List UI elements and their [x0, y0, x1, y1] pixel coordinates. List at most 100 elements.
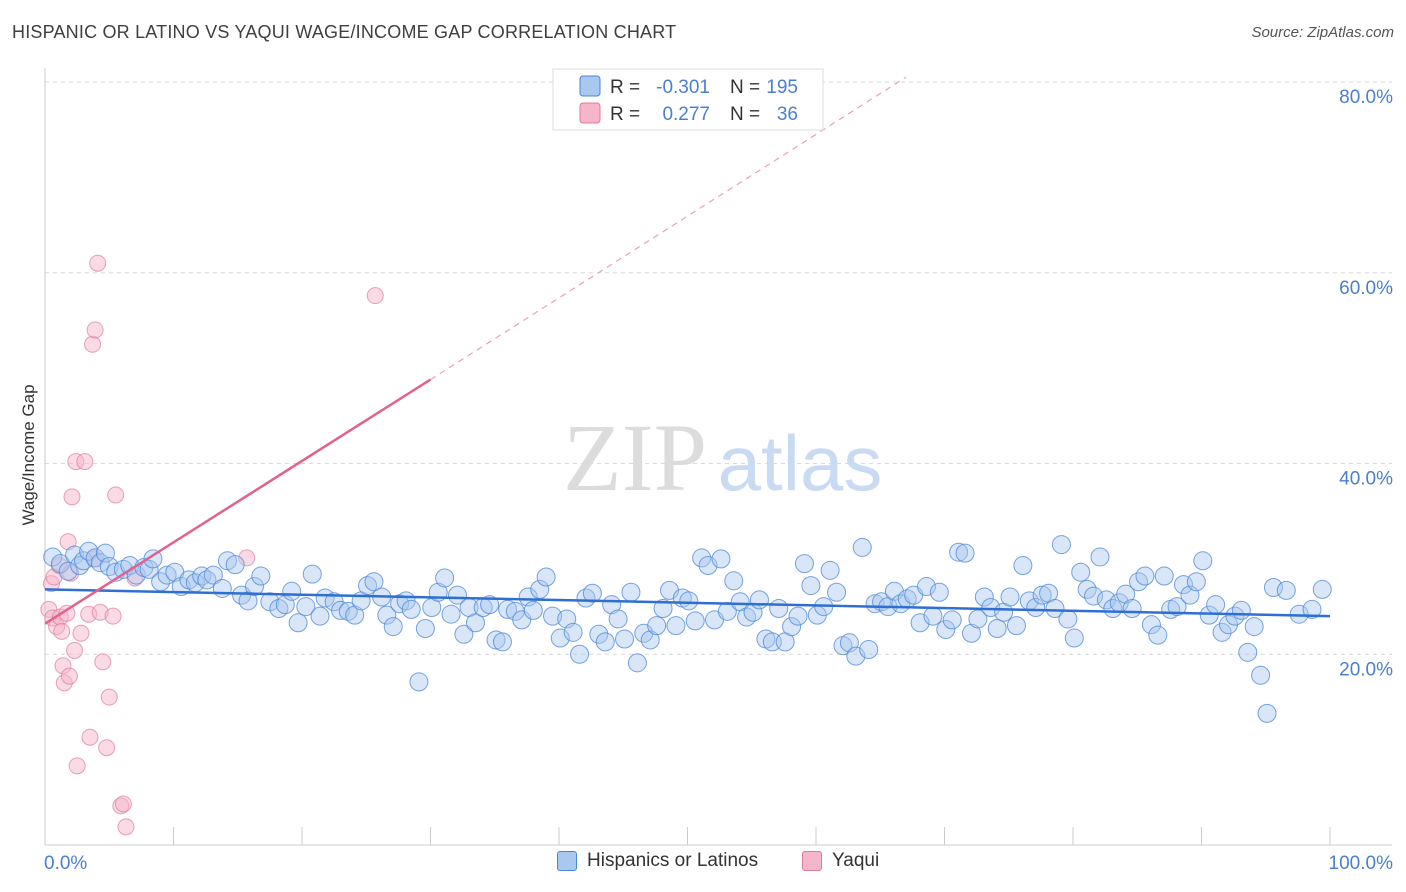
- hispanic-point-89: [621, 582, 641, 602]
- hispanic-point-139: [942, 610, 962, 630]
- y-axis-label: Wage/Income Gap: [19, 384, 38, 525]
- hispanic-point-142: [961, 623, 981, 643]
- hispanic-point-105: [724, 571, 744, 591]
- yaqui-point-21: [81, 728, 99, 746]
- hispanic-point-87: [608, 609, 628, 629]
- hispanic-point-60: [435, 568, 455, 588]
- hispanic-point-69: [492, 632, 512, 652]
- hispanic-point-141: [955, 543, 975, 563]
- hispanic-point-150: [1013, 556, 1033, 576]
- hispanic-point-26: [203, 565, 223, 585]
- yaqui-point-12: [60, 667, 78, 685]
- legend-swatch-pink: [579, 102, 601, 124]
- hispanic-point-121: [827, 582, 847, 602]
- yaqui-point-10: [58, 604, 76, 622]
- hispanic-point-177: [1186, 572, 1206, 592]
- hispanic-point-46: [345, 605, 365, 625]
- yaqui-point-30: [104, 607, 122, 625]
- yaqui-point-34: [117, 818, 135, 836]
- legend-n-label-pink: N =: [730, 104, 760, 125]
- watermark: ZIP atlas: [563, 404, 882, 511]
- hispanic-point-148: [1000, 587, 1020, 607]
- legend-swatch-blue: [579, 75, 601, 97]
- hispanic-point-169: [1135, 566, 1155, 586]
- legend-swatch-hispanic: [557, 851, 577, 871]
- hispanic-point-68: [486, 630, 506, 650]
- legend-swatch-yaqui: [802, 851, 822, 871]
- trend-lines: [44, 76, 1331, 625]
- hispanic-point-44: [331, 600, 351, 620]
- hispanic-point-109: [749, 590, 769, 610]
- hispanic-point-120: [820, 560, 840, 580]
- hispanic-point-178: [1193, 551, 1213, 571]
- hispanic-point-81: [570, 644, 590, 664]
- hispanic-point-77: [543, 606, 563, 626]
- hispanic-point-158: [1064, 628, 1084, 648]
- hispanic-point-70: [498, 599, 518, 619]
- hispanic-point-192: [1302, 599, 1322, 619]
- x-tick-label-1: 100.0%: [1329, 853, 1394, 874]
- hispanic-point-112: [769, 598, 789, 618]
- hispanic-point-31: [238, 591, 258, 611]
- hispanic-point-167: [1122, 598, 1142, 618]
- hispanic-point-115: [788, 606, 808, 626]
- yaqui-point-28: [98, 739, 116, 757]
- hispanic-point-114: [782, 617, 802, 637]
- hispanic-point-100: [692, 548, 712, 568]
- hispanic-point-166: [1116, 584, 1136, 604]
- y-tick-labels: 20.0% 40.0% 60.0% 80.0%: [1339, 87, 1393, 680]
- y-tick-label-3: 80.0%: [1339, 87, 1393, 108]
- hispanic-point-90: [627, 653, 647, 673]
- hispanic-point-55: [401, 599, 421, 619]
- hispanic-point-62: [447, 585, 467, 605]
- hispanic-point-57: [415, 618, 435, 638]
- hispanic-point-75: [530, 579, 550, 599]
- hispanic-point-3: [65, 545, 85, 565]
- x-tick-labels: 0.0% 100.0%: [44, 853, 1393, 874]
- yaqui-point-36: [238, 549, 256, 567]
- yaqui-point-18: [72, 624, 90, 642]
- hispanic-point-17: [143, 549, 163, 569]
- hispanic-point-51: [377, 605, 397, 625]
- hispanic-point-40: [302, 564, 322, 584]
- hispanic-point-161: [1084, 586, 1104, 606]
- hispanic-point-152: [1026, 598, 1046, 618]
- hispanic-point-84: [589, 624, 609, 644]
- hispanic-point-67: [480, 595, 500, 615]
- hispanic-point-146: [987, 618, 1007, 638]
- hispanic-point-126: [859, 639, 879, 659]
- hispanic-point-99: [685, 611, 705, 631]
- yaqui-point-24: [86, 321, 104, 339]
- hispanic-point-145: [981, 598, 1001, 618]
- yaqui-point-37: [366, 287, 384, 305]
- hispanic-point-93: [647, 616, 667, 636]
- hispanic-point-56: [409, 672, 429, 692]
- legend-item-yaqui: Yaqui: [802, 850, 879, 872]
- hispanic-point-29: [225, 555, 245, 575]
- hispanic-point-189: [1263, 577, 1283, 597]
- hispanic-point-2: [58, 561, 78, 581]
- hispanic-point-180: [1206, 595, 1226, 615]
- hispanic-point-92: [640, 630, 660, 650]
- hispanic-point-153: [1032, 585, 1052, 605]
- hispanic-point-88: [615, 629, 635, 649]
- hispanic-point-181: [1212, 622, 1232, 642]
- legend-n-value-blue: 195: [766, 77, 798, 98]
- hispanic-point-140: [949, 542, 969, 562]
- hispanic-point-103: [711, 549, 731, 569]
- hispanic-point-117: [801, 576, 821, 596]
- y-tick-label-2: 60.0%: [1339, 278, 1393, 299]
- yaqui-point-25: [89, 254, 107, 272]
- hispanic-point-32: [244, 577, 264, 597]
- yaqui-trend-line: [44, 378, 432, 625]
- hispanic-point-52: [383, 617, 403, 637]
- hispanic-point-188: [1257, 703, 1277, 723]
- hispanic-point-1: [50, 554, 70, 574]
- chart-title: HISPANIC OR LATINO VS YAQUI WAGE/INCOME …: [12, 22, 677, 42]
- legend-n-label-blue: N =: [730, 77, 760, 98]
- hispanic-point-98: [679, 591, 699, 611]
- y-tick-label-1: 40.0%: [1339, 469, 1393, 490]
- hispanic-point-27: [212, 578, 232, 598]
- legend-label-yaqui: Yaqui: [832, 850, 880, 871]
